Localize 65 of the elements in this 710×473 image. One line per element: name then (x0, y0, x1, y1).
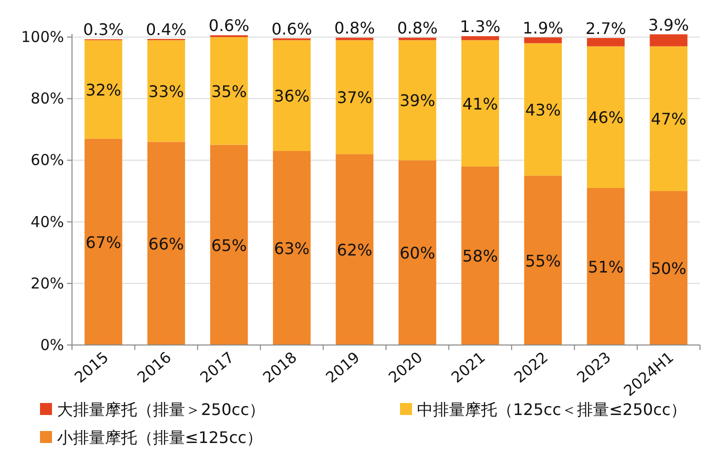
y-tick-label: 40% (30, 212, 64, 231)
legend-label: 大排量摩托（排量＞250cc） (57, 400, 266, 419)
bar (524, 176, 562, 345)
bar (84, 138, 122, 345)
bar (586, 38, 625, 46)
data-label: 35% (211, 82, 247, 101)
bar (272, 40, 311, 152)
bar (398, 40, 436, 160)
data-label: 66% (148, 234, 184, 254)
data-label: 0.3% (83, 20, 124, 40)
bar (210, 37, 248, 145)
bar (650, 34, 688, 46)
data-label: 0.6% (271, 19, 312, 38)
bar (336, 40, 374, 154)
data-label: 0.4% (146, 20, 187, 39)
bar (650, 46, 688, 192)
y-tick-label: 20% (30, 274, 64, 292)
data-label: 46% (588, 108, 624, 128)
data-label: 63% (274, 239, 310, 258)
bar (586, 46, 625, 188)
bar (147, 142, 186, 345)
data-label: 58% (462, 246, 498, 266)
bar (272, 151, 311, 345)
data-label: 39% (400, 91, 436, 110)
legend-label: 中排量摩托（125cc＜排量≤250cc） (417, 400, 687, 419)
bar (461, 40, 500, 166)
bar (524, 43, 562, 176)
data-label: 2.7% (585, 19, 626, 38)
data-label: 51% (588, 257, 624, 276)
data-label: 50% (650, 259, 686, 278)
data-label: 36% (274, 86, 310, 106)
bar (398, 160, 436, 345)
data-label: 1.3% (460, 17, 501, 36)
bar (336, 154, 374, 345)
bar (461, 36, 500, 40)
bar (586, 188, 625, 345)
data-label: 0.6% (208, 16, 250, 36)
bar (398, 38, 436, 40)
data-label: 0.8% (334, 18, 375, 38)
y-tick-label: 60% (30, 151, 64, 170)
bar (210, 144, 248, 345)
bar (650, 191, 688, 345)
data-label: 67% (86, 232, 122, 252)
bar (84, 40, 122, 139)
data-label: 47% (650, 110, 686, 129)
data-label: 43% (525, 100, 561, 120)
data-label: 33% (148, 82, 184, 101)
data-label: 37% (336, 88, 372, 108)
legend-label: 小排量摩托（排量≤125cc） (57, 428, 263, 447)
y-tick-label: 0% (40, 336, 64, 354)
data-label: 62% (336, 240, 372, 260)
y-tick-label: 100% (21, 28, 64, 46)
data-label: 55% (525, 251, 561, 270)
data-label: 60% (400, 244, 436, 263)
data-label: 65% (211, 236, 247, 255)
bar (524, 37, 562, 44)
y-tick-label: 80% (30, 90, 64, 108)
data-label: 32% (86, 80, 122, 100)
data-label: 1.9% (522, 18, 564, 38)
data-label: 41% (462, 94, 498, 114)
data-label: 3.9% (648, 15, 689, 34)
bar (336, 38, 374, 40)
bar (461, 166, 500, 345)
data-label: 0.8% (397, 18, 438, 38)
bar (147, 40, 186, 142)
